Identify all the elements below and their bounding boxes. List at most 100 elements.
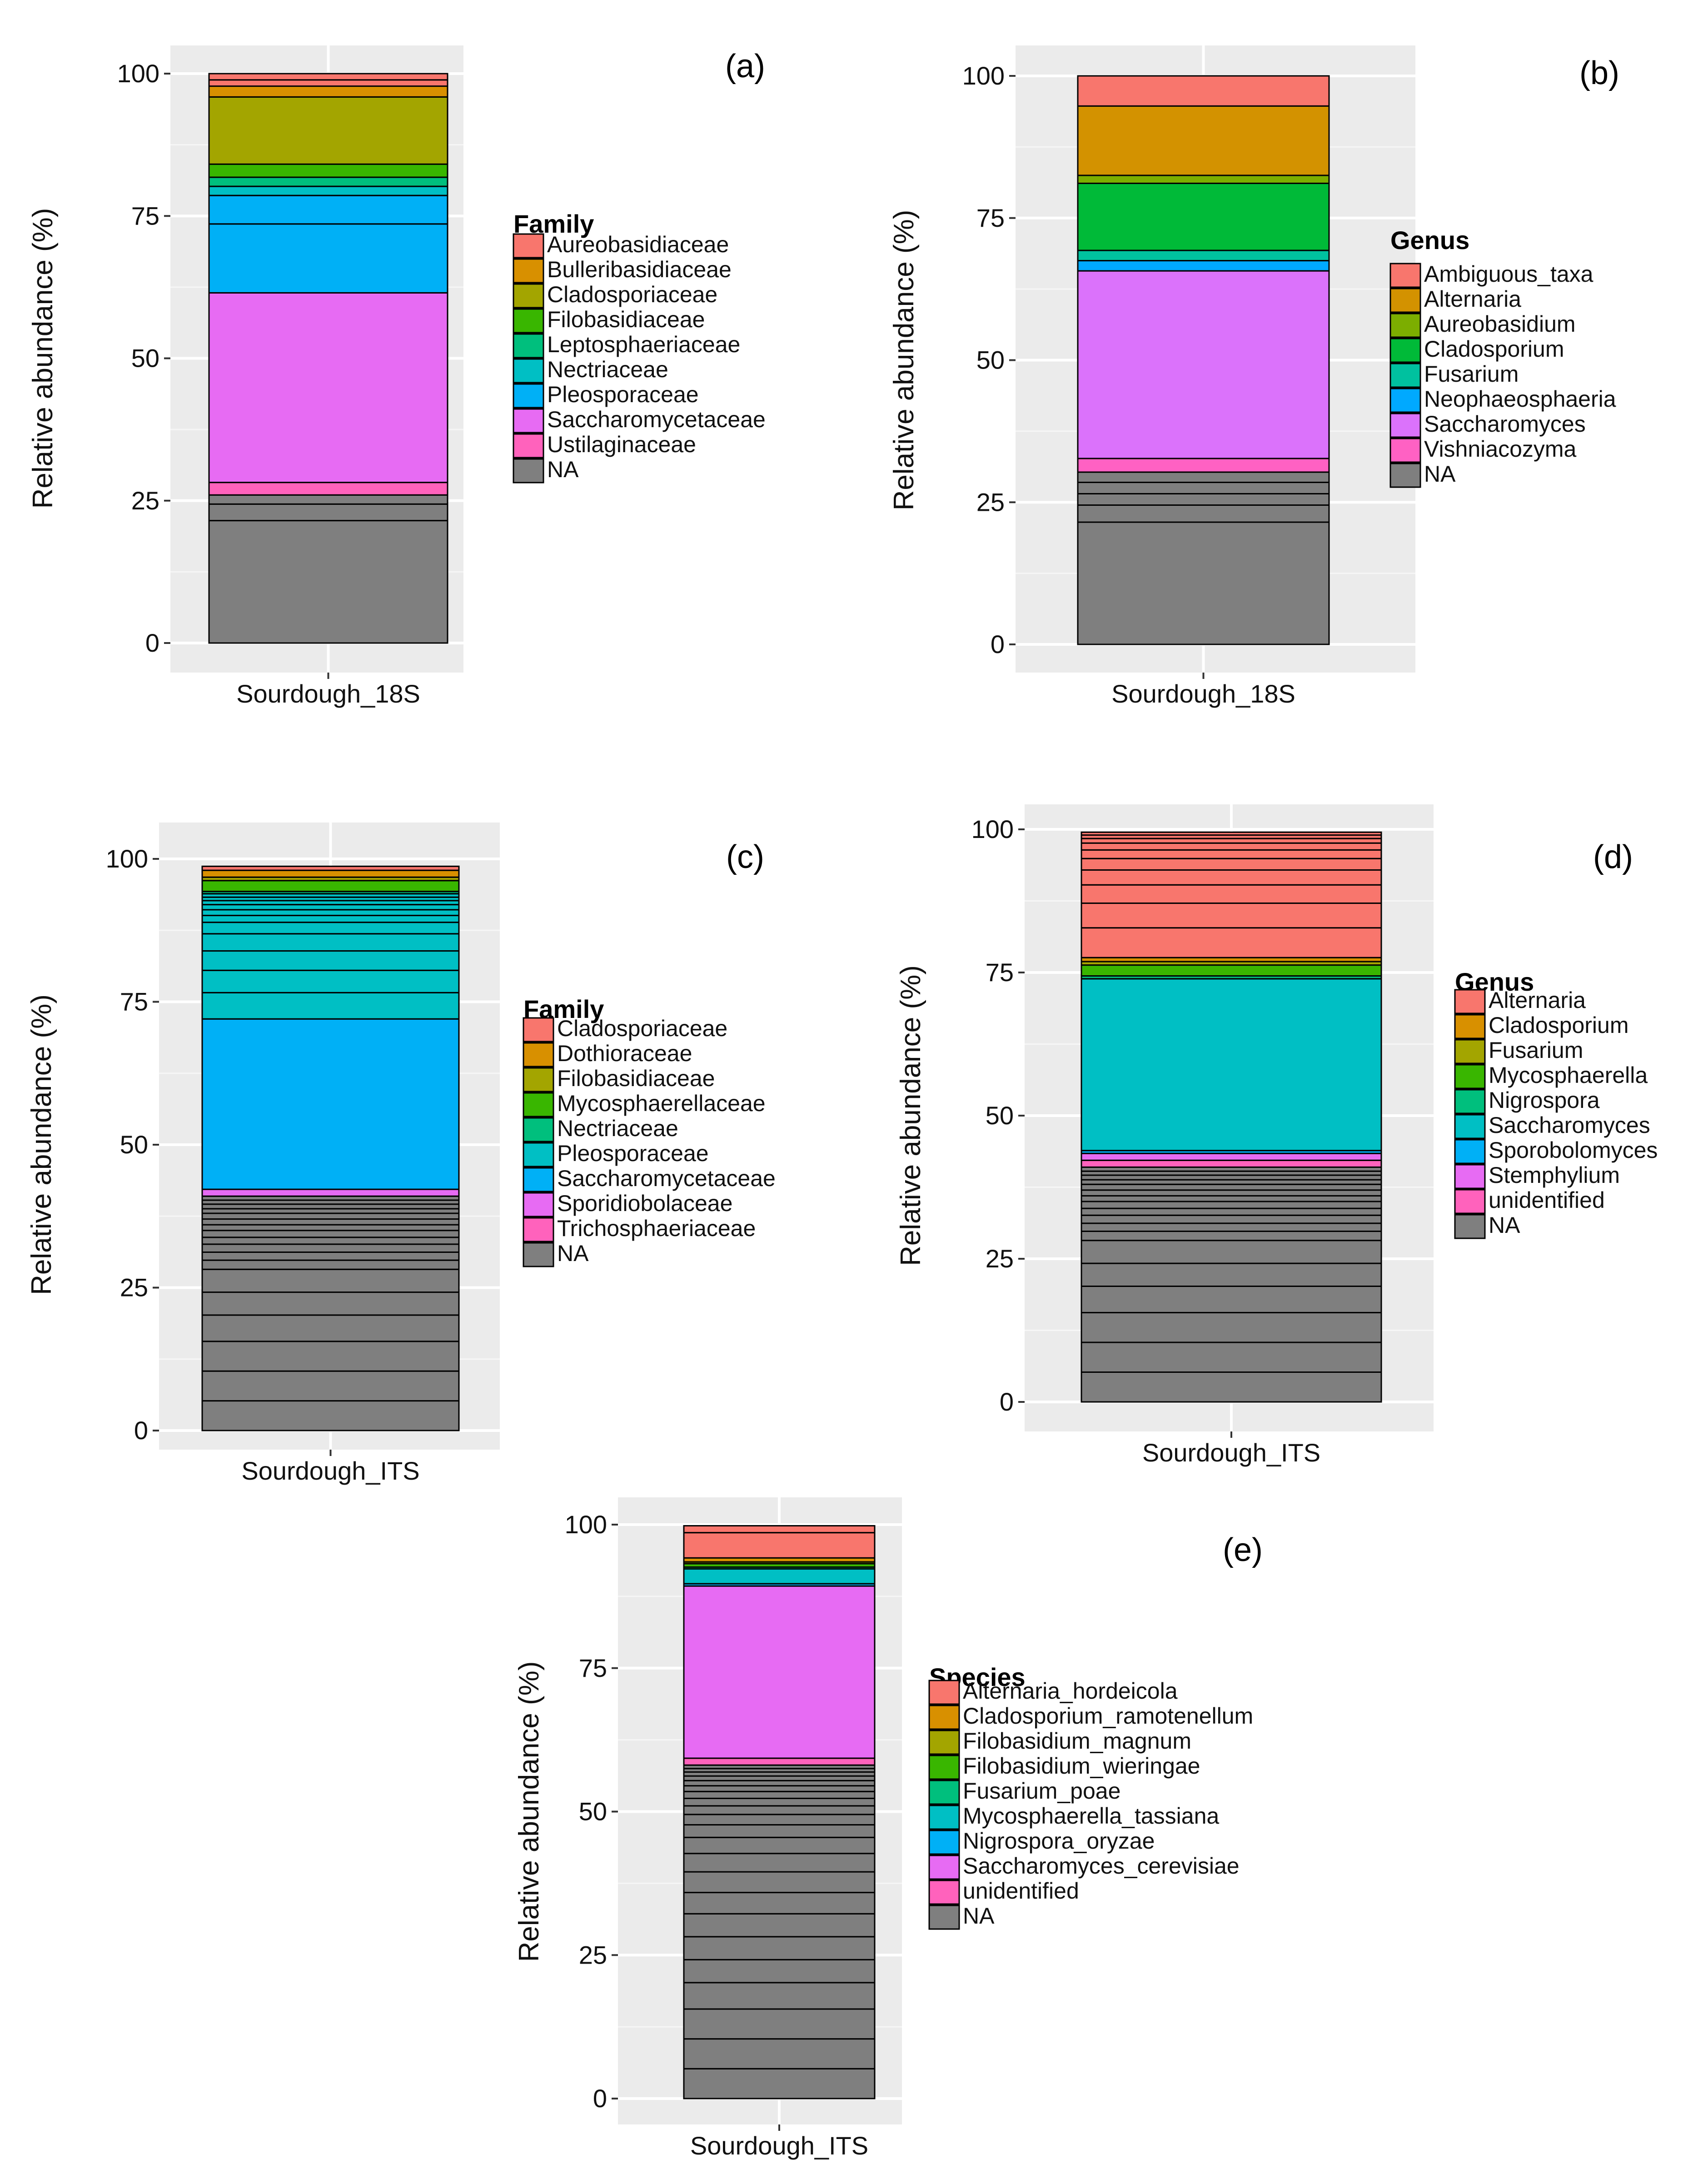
legend-label: Saccharomyces (1489, 1112, 1650, 1138)
legend: GenusAlternariaCladosporiumFusariumMycos… (1454, 967, 1658, 1239)
y-axis-title: Relative abundance (%) (513, 1661, 545, 1962)
legend-key (1389, 288, 1421, 313)
y-axis-title: Relative abundance (%) (27, 208, 59, 509)
legend-key (523, 1192, 554, 1217)
legend-label: Mycosphaerella (1489, 1062, 1648, 1088)
bar-segment-alternaria (1081, 838, 1382, 844)
y-tick-label: 25 (120, 1273, 148, 1302)
legend-label: NA (1424, 461, 1456, 487)
bar-segment-na (1081, 1240, 1382, 1264)
bar-segment-ambiguous-taxa (1077, 75, 1330, 107)
bar-segment-pleosporaceae (201, 969, 460, 993)
legend-label: Nigrospora (1489, 1087, 1600, 1113)
bar-segment-na (201, 1341, 460, 1372)
bar-segment-aureobasidiaceae (208, 73, 448, 81)
legend-key (1454, 1189, 1486, 1214)
bar-segment-stemphylium (1081, 1152, 1382, 1161)
bar-segment-sporidiobolaceae (201, 1188, 460, 1197)
legend: FamilyCladosporiaceaeDothioraceaeFilobas… (523, 995, 776, 1267)
legend-key (1454, 1064, 1486, 1089)
bar-segment-na (1077, 521, 1330, 645)
y-tick-label: 25 (579, 1940, 607, 1969)
legend-label: NA (547, 457, 579, 482)
y-tick-label: 0 (593, 2084, 607, 2113)
chart-panel-1: 0 25 50 75 100 Sourdough_18S Relative abundanc… (27, 45, 766, 708)
y-tick-label: 100 (971, 815, 1014, 843)
legend-key (928, 1680, 960, 1705)
y-tick-label: 0 (991, 630, 1005, 658)
legend-key (523, 1167, 554, 1192)
legend-label: Alternaria (1489, 987, 1586, 1013)
bar-segment-na (683, 2038, 876, 2069)
bar-segment-nectriaceae (208, 185, 448, 196)
y-tick-label: 75 (120, 987, 148, 1016)
legend-key (1389, 338, 1421, 363)
bar-segment-na (683, 1892, 876, 1915)
bar-segment-na (1077, 493, 1330, 506)
bar-segment-mycosphaerella-tassiana (683, 1568, 876, 1585)
y-tick-label: 50 (131, 344, 159, 373)
legend-key (1454, 1039, 1486, 1064)
legend-key (1389, 263, 1421, 288)
legend-label: unidentified (1489, 1187, 1605, 1213)
bar-segment-na (201, 1208, 460, 1214)
bar-segment-mycosphaerella (1081, 964, 1382, 977)
bar-segment-pleosporaceae (201, 992, 460, 1020)
bar-segment-na (1081, 1201, 1382, 1209)
legend-key (1389, 363, 1421, 388)
bar-segment-na (1081, 1222, 1382, 1232)
legend-key (513, 358, 544, 384)
y-tick-label: 0 (134, 1416, 148, 1445)
panel-label: (d) (1593, 839, 1633, 875)
bar-segment-neophaeosphaeria (1077, 260, 1330, 272)
bar-segment-cladosporiaceae (208, 96, 448, 165)
bar-segment-na (683, 2068, 876, 2099)
legend-label: Aureobasidium (1424, 311, 1576, 337)
x-tick-label: Sourdough_18S (1111, 679, 1295, 708)
legend-label: Sporidiobolaceae (557, 1191, 732, 1216)
y-tick-label: 100 (106, 844, 148, 873)
legend: SpeciesAlternaria_hordeicolaCladosporium… (928, 1663, 1253, 1930)
bar-segment-na (201, 1230, 460, 1238)
legend-key (1389, 463, 1421, 488)
legend-label: Nectriaceae (547, 357, 668, 382)
bar-segment-na (1077, 504, 1330, 523)
panel-label: (e) (1223, 1532, 1263, 1568)
bar-segment-alternaria (1081, 858, 1382, 871)
legend-key (1454, 1014, 1486, 1039)
y-tick-label: 25 (131, 486, 159, 515)
legend-label: Cladosporium (1489, 1012, 1628, 1038)
legend: FamilyAureobasidiaceaeBulleribasidiaceae… (513, 209, 766, 484)
legend-key (928, 1755, 960, 1780)
y-tick-label: 75 (579, 1654, 607, 1682)
legend-label: Alternaria (1424, 286, 1521, 312)
bar-segment-na (683, 1797, 876, 1807)
legend-label: Trichosphaeriaceae (557, 1216, 756, 1241)
legend-label: Alternaria_hordeicola (963, 1678, 1178, 1704)
bar-segment-na (1081, 1341, 1382, 1373)
legend-label: Neophaeosphaeria (1424, 386, 1616, 412)
bar-segment-na (201, 1314, 460, 1342)
bar-segment-na (683, 1982, 876, 2010)
legend-label: Cladosporiaceae (547, 282, 717, 307)
x-tick-label: Sourdough_ITS (241, 1456, 419, 1485)
y-tick-label: 25 (976, 488, 1005, 516)
bar-segment-saccharomycetaceae (208, 292, 448, 484)
legend-key (513, 433, 544, 459)
bar-segment-alternaria (1077, 105, 1330, 176)
legend-label: Filobasidium_magnum (963, 1728, 1191, 1754)
bar-segment-na (1081, 1371, 1382, 1403)
legend-label: Sporobolomyces (1489, 1137, 1658, 1163)
bar-segment-na (1081, 1195, 1382, 1202)
legend-key (513, 258, 544, 284)
y-tick-label: 0 (1000, 1387, 1014, 1416)
legend-key (523, 1117, 554, 1142)
bar-segment-na (1081, 1214, 1382, 1224)
bar-segment-unidentified (683, 1757, 876, 1766)
bar-segment-dothioraceae (201, 869, 460, 878)
panel-label: (a) (725, 48, 765, 85)
legend-label: Cladosporium_ramotenellum (963, 1703, 1253, 1729)
bar-segment-saccharomyces (1081, 978, 1382, 1152)
legend-key (928, 1780, 960, 1805)
legend-label: Bulleribasidiaceae (547, 257, 732, 282)
